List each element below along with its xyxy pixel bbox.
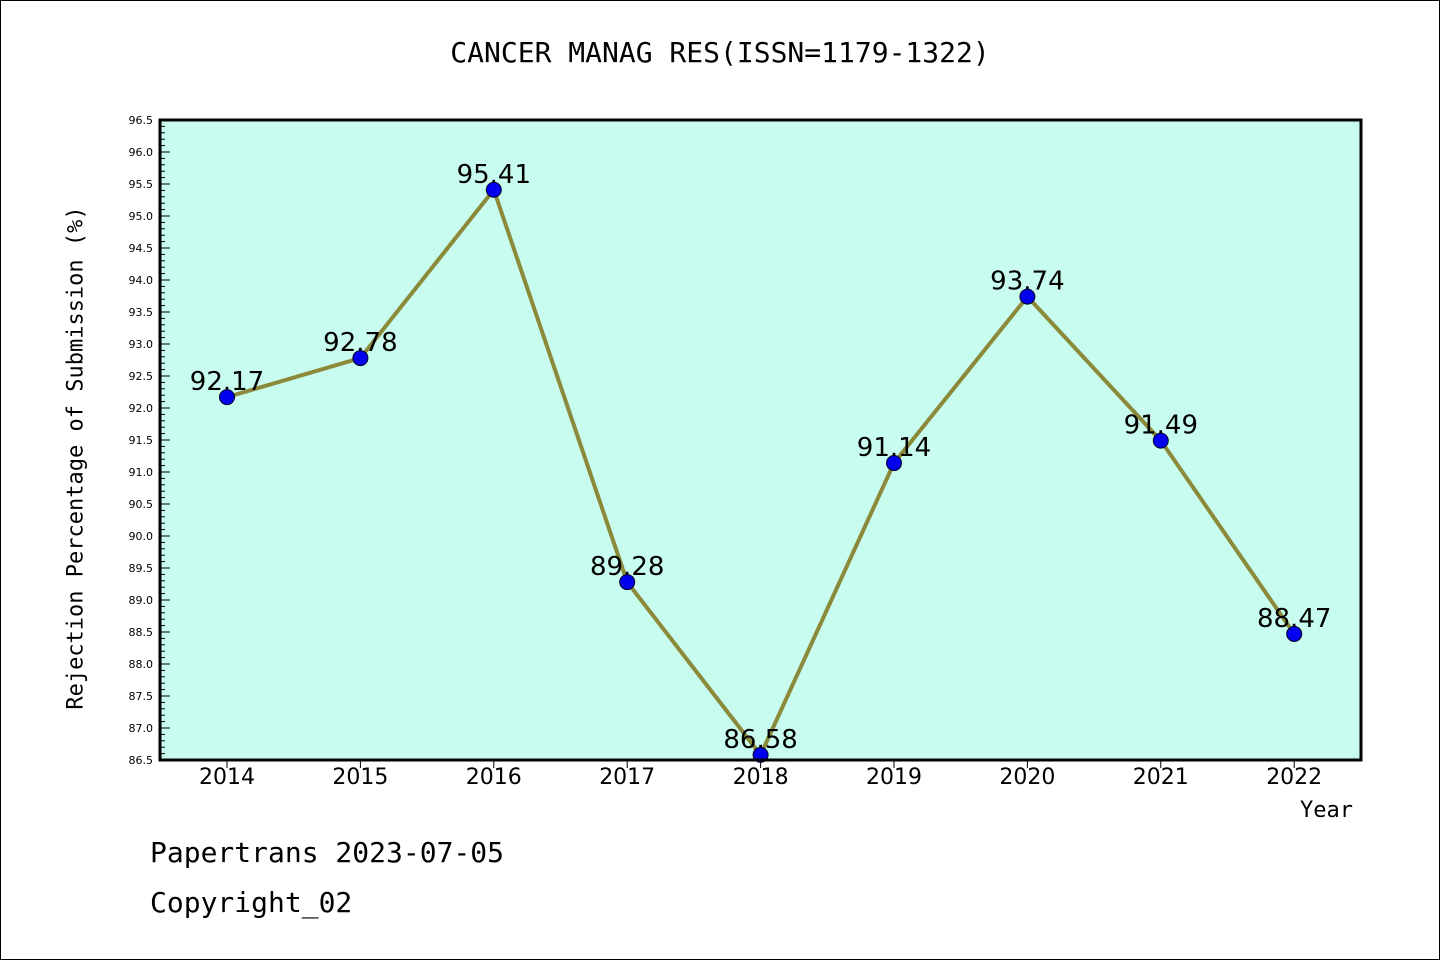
data-point [1286, 625, 1303, 642]
markers-group [219, 181, 1303, 763]
y-axis-ticks: 86.5 87.0 87.5 88.0 88.5 89.0 89.5 90.0 90.5 91.0… [129, 114, 170, 767]
y-tick-label: 94.0 [129, 274, 154, 287]
y-tick-label: 95.0 [129, 210, 154, 223]
x-tick-label: 2016 [466, 765, 522, 790]
data-point [886, 455, 902, 472]
y-tick-label: 90.0 [129, 530, 154, 543]
data-point [352, 350, 369, 367]
x-tick-label: 2018 [733, 765, 789, 790]
y-tick-label: 89.0 [129, 594, 154, 607]
x-tick-label: 2021 [1133, 765, 1189, 790]
chart-title: CANCER MANAG RES(ISSN=1179-1322) [450, 36, 990, 69]
footer-date: Papertrans 2023-07-05 [150, 836, 505, 869]
y-tick-label: 93.5 [129, 306, 154, 319]
y-tick-label: 91.5 [129, 434, 154, 447]
data-point [1019, 288, 1036, 305]
y-tick-label: 87.5 [129, 690, 154, 703]
x-tick-label: 2019 [866, 765, 922, 790]
y-tick-label: 92.5 [129, 370, 154, 383]
x-tick-label: 2017 [599, 765, 655, 790]
footer-copyright: Copyright_02 [150, 886, 353, 919]
y-tick-label: 96.5 [129, 114, 154, 127]
y-tick-label: 92.0 [129, 402, 154, 415]
y-tick-label: 86.5 [129, 754, 154, 767]
y-tick-label: 95.5 [129, 178, 154, 191]
y-tick-label: 87.0 [129, 722, 154, 735]
x-tick-label: 2015 [332, 765, 388, 790]
x-tick-label: 2022 [1266, 765, 1322, 790]
y-tick-label: 90.5 [129, 498, 154, 511]
x-axis-label: Year [1300, 798, 1353, 823]
data-point [485, 181, 502, 198]
data-point [1152, 432, 1169, 449]
x-tick-label: 2014 [199, 765, 255, 790]
data-point [219, 389, 235, 406]
y-tick-label: 91.0 [129, 466, 154, 479]
y-tick-label: 88.5 [129, 626, 154, 639]
y-tick-label: 89.5 [129, 562, 154, 575]
data-point [619, 574, 636, 591]
y-tick-label: 93.0 [129, 338, 154, 351]
plot-border [158, 118, 1363, 762]
y-tick-label: 88.0 [129, 658, 154, 671]
x-tick-label: 2020 [999, 765, 1055, 790]
x-axis-ticks: 2014 2015 2016 2017 2018 2019 2020 2021 2022 [199, 760, 1322, 790]
y-tick-label: 94.5 [129, 242, 154, 255]
y-tick-label: 96.0 [129, 146, 154, 159]
